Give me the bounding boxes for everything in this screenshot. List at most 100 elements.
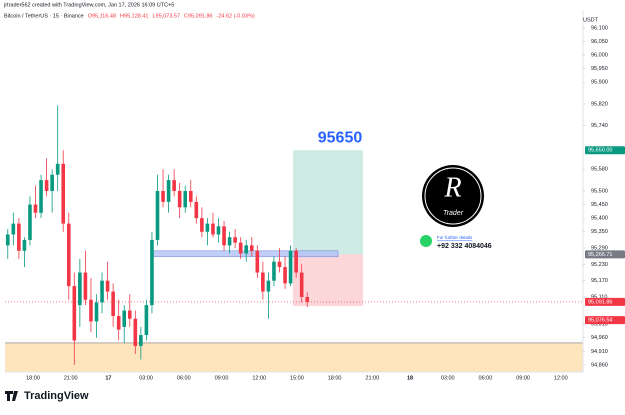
x-tick-label: 06:00 bbox=[479, 375, 493, 381]
x-tick-label: 06:00 bbox=[177, 375, 191, 381]
x-tick-label: 09:00 bbox=[215, 375, 229, 381]
ohlc-legend: Bitcoin / TetherUS · 15 · Binance O95,116… bbox=[4, 13, 255, 19]
logo-circle bbox=[422, 165, 484, 227]
candle-body bbox=[78, 272, 82, 306]
candle-body bbox=[227, 237, 232, 246]
candle-body bbox=[216, 226, 221, 235]
y-tick-label: 95,580 bbox=[591, 167, 608, 173]
footer-brand: TradingView bbox=[24, 390, 89, 402]
price-label-box bbox=[585, 146, 625, 155]
contact-note: For further details bbox=[437, 235, 473, 240]
y-tick-label: 95,820 bbox=[591, 101, 608, 107]
candle-body bbox=[139, 335, 143, 346]
y-tick-label: 94,960 bbox=[591, 335, 608, 341]
candle-body bbox=[116, 316, 121, 330]
y-tick-label: 95,500 bbox=[591, 188, 608, 194]
y-tick-label: 95,350 bbox=[591, 229, 608, 235]
candle-body bbox=[161, 191, 165, 202]
legend-text: O95,116.48 bbox=[88, 13, 116, 19]
y-tick-label: 95,740 bbox=[591, 123, 608, 129]
y-tick-label: 94,910 bbox=[591, 349, 608, 355]
y-tick-label: 95,400 bbox=[591, 216, 608, 222]
candle-body bbox=[61, 163, 66, 224]
credit: jrtrader562 created with TradingView.com… bbox=[3, 2, 174, 8]
y-tick-label: 96,050 bbox=[591, 39, 608, 45]
x-tick-label: 21:00 bbox=[64, 375, 78, 381]
x-tick-label: 12:00 bbox=[252, 375, 266, 381]
candle-body bbox=[166, 180, 171, 202]
x-tick-label: 03:00 bbox=[441, 375, 455, 381]
x-tick-label: 12:00 bbox=[554, 375, 568, 381]
candle-body bbox=[17, 223, 21, 251]
footer-logo bbox=[5, 391, 18, 401]
y-tick-label: 95,110 bbox=[591, 294, 607, 300]
price-label-box bbox=[585, 316, 625, 325]
price-label: 95,076.54 bbox=[588, 318, 612, 324]
candle-body bbox=[127, 310, 132, 319]
x-tick-label: 09:00 bbox=[516, 375, 530, 381]
legend-text: C95,091.86 bbox=[184, 13, 212, 19]
candle-body bbox=[33, 204, 38, 213]
candle-body bbox=[299, 272, 304, 297]
y-tick-label: 95,950 bbox=[591, 66, 608, 72]
candle-body bbox=[100, 280, 104, 303]
candle-body bbox=[66, 223, 71, 287]
candle-body bbox=[188, 191, 193, 202]
candle-body bbox=[5, 234, 10, 246]
legend-text: -24.62 (-0.03%) bbox=[216, 13, 254, 19]
logo-letter: R bbox=[443, 172, 461, 203]
candle-body bbox=[277, 261, 282, 268]
legend-text: L95,073.57 bbox=[153, 13, 181, 19]
legend-text: H95,128.41 bbox=[120, 13, 148, 19]
candle-body bbox=[305, 296, 310, 302]
candle-body bbox=[155, 191, 160, 240]
candle-body bbox=[244, 245, 249, 254]
candle-body bbox=[39, 180, 43, 213]
stop-zone bbox=[293, 254, 363, 307]
target-zone bbox=[293, 150, 363, 255]
price-label-box bbox=[585, 297, 625, 306]
y-tick-label: 95,290 bbox=[591, 246, 608, 252]
price-label: 95,650.00 bbox=[588, 148, 612, 154]
candle-body bbox=[122, 310, 127, 327]
candle-body bbox=[222, 226, 226, 246]
candle-body bbox=[22, 239, 27, 251]
x-tick-label: 18:00 bbox=[328, 375, 342, 381]
candle-body bbox=[255, 250, 260, 273]
x-tick-label: 15:00 bbox=[290, 375, 304, 381]
logo: R Trader bbox=[422, 165, 484, 227]
candle-body bbox=[205, 223, 210, 232]
candle-body bbox=[272, 261, 276, 281]
candle-body bbox=[28, 204, 32, 240]
price-label-box bbox=[585, 250, 625, 259]
candle-body bbox=[211, 223, 215, 235]
y-tick-label: 95,010 bbox=[591, 322, 608, 328]
candle-body bbox=[194, 201, 199, 219]
candle-body bbox=[283, 267, 287, 284]
candle-body bbox=[50, 174, 54, 191]
candle-body bbox=[266, 280, 271, 292]
candle-body bbox=[83, 272, 88, 300]
candle-body bbox=[133, 318, 138, 346]
x-tick-label: 21:00 bbox=[365, 375, 379, 381]
candle-body bbox=[11, 223, 16, 235]
target-label: 95650 bbox=[318, 129, 363, 146]
candle-body bbox=[150, 239, 154, 306]
candle-body bbox=[288, 250, 293, 284]
y-tick-label: 95,450 bbox=[591, 202, 608, 208]
y-tick-label: 96,000 bbox=[591, 53, 608, 59]
price-label: 95,266.71 bbox=[588, 252, 612, 258]
y-tick-label: 95,900 bbox=[591, 80, 608, 86]
candle-body bbox=[72, 286, 77, 341]
floor-zone bbox=[5, 342, 583, 372]
candle-body bbox=[261, 272, 265, 292]
candle-body bbox=[294, 250, 298, 273]
legend-text: Bitcoin / TetherUS · 15 · Binance bbox=[4, 13, 84, 19]
candle-body bbox=[177, 191, 182, 208]
candle-body bbox=[249, 245, 254, 251]
x-tick-label: 03:00 bbox=[139, 375, 153, 381]
contact-phone: +92 332 4084046 bbox=[437, 243, 492, 250]
y-tick-label: 95,230 bbox=[591, 262, 608, 268]
